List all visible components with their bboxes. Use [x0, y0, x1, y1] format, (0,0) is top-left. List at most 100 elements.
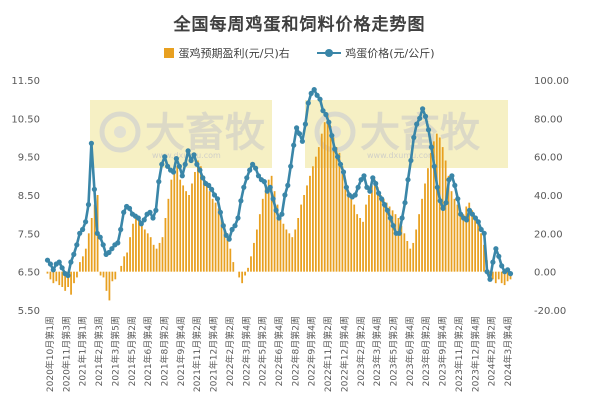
profit-bar — [456, 204, 459, 272]
profit-bar — [179, 179, 182, 272]
profit-bar — [255, 229, 258, 272]
profit-bar — [391, 210, 394, 272]
profit-bar — [503, 271, 506, 286]
profit-bar — [244, 271, 246, 276]
x-tick-label: 2024年2月第2周 — [486, 316, 498, 386]
watermark-url: www.dxumu.com — [367, 151, 436, 160]
profit-bar — [368, 195, 370, 272]
profit-bar — [199, 166, 202, 272]
egg-price-point — [156, 179, 162, 185]
profit-bar — [341, 166, 344, 272]
profit-bar — [394, 214, 397, 272]
profit-bar — [185, 191, 187, 272]
profit-bar — [344, 179, 347, 272]
profit-bar — [435, 133, 438, 272]
profit-bar — [84, 248, 87, 272]
legend-item-profit: 蛋鸡预期盈利(元/只)右 — [164, 45, 290, 61]
profit-bar — [194, 172, 196, 272]
egg-price-point — [188, 157, 194, 164]
watermark-text: 大畜牧 — [145, 110, 266, 156]
egg-price-point — [326, 119, 332, 125]
y-right-tick-label: 60.00 — [534, 153, 563, 164]
profit-bar — [108, 271, 111, 301]
legend: 蛋鸡预期盈利(元/只)右 鸡蛋价格(元/公斤) — [0, 45, 599, 61]
egg-price-point — [294, 125, 300, 131]
x-tick-label: 2023年3月第4周 — [371, 316, 383, 386]
y-right-tick-label: -20.00 — [534, 306, 566, 317]
profit-bar — [465, 206, 468, 272]
egg-price-point — [282, 192, 288, 198]
profit-bar — [126, 252, 128, 272]
egg-price-point — [50, 267, 56, 273]
egg-price-point — [323, 111, 329, 118]
egg-price-point — [317, 96, 323, 102]
egg-price-point — [455, 196, 461, 202]
profit-bar — [300, 204, 303, 272]
egg-price-point — [302, 121, 308, 127]
egg-price-point — [185, 148, 191, 154]
egg-price-point — [97, 234, 103, 240]
egg-price-point — [121, 209, 127, 215]
legend-swatch-line — [317, 48, 342, 58]
profit-bar — [480, 233, 482, 272]
egg-price-point — [437, 198, 443, 204]
profit-bar — [356, 214, 359, 272]
egg-price-point — [337, 161, 344, 167]
egg-price-point — [420, 106, 426, 112]
egg-price-point — [481, 230, 487, 236]
profit-bar — [223, 223, 226, 272]
egg-price-point — [291, 142, 297, 148]
profit-bar — [111, 271, 114, 282]
egg-price-point — [141, 217, 147, 223]
profit-bar — [205, 185, 208, 272]
egg-price-point — [176, 163, 182, 169]
egg-price-point — [311, 87, 317, 93]
egg-price-point — [452, 182, 458, 188]
egg-price-point — [238, 198, 244, 204]
profit-bar — [167, 198, 170, 272]
watermark-logo-dot — [114, 126, 126, 138]
egg-price-point — [469, 211, 475, 217]
profit-bar — [267, 179, 270, 272]
x-tick-label: 2021年11月第2周 — [191, 316, 203, 392]
egg-price-point — [261, 179, 267, 185]
egg-price-point — [305, 100, 311, 106]
profit-bar — [253, 242, 255, 272]
egg-price-point — [373, 180, 379, 187]
egg-price-point — [147, 209, 153, 215]
egg-price-point — [47, 261, 54, 267]
egg-price-point — [396, 230, 402, 236]
egg-price-point — [220, 223, 226, 229]
egg-price-point — [370, 175, 376, 181]
egg-price-point — [65, 272, 71, 279]
profit-bar — [500, 271, 503, 284]
profit-bar — [379, 195, 382, 272]
profit-bar — [477, 223, 479, 272]
profit-bar — [459, 210, 462, 272]
egg-price-point — [422, 113, 429, 119]
egg-price-point — [197, 167, 203, 173]
profit-bar — [140, 223, 143, 272]
egg-price-point — [118, 226, 124, 233]
profit-bar — [170, 179, 173, 272]
profit-bar — [99, 271, 102, 276]
profit-bar — [335, 147, 338, 272]
egg-price-point — [244, 175, 250, 181]
x-tick-label: 2023年9月第4周 — [437, 316, 449, 386]
profit-bar — [432, 141, 435, 272]
profit-bar — [282, 223, 285, 272]
profit-bar — [303, 195, 305, 272]
egg-price-point — [428, 144, 434, 150]
profit-bar — [424, 183, 426, 272]
egg-price-point — [320, 108, 326, 114]
profit-bar — [90, 218, 93, 272]
egg-price-point — [247, 167, 253, 173]
profit-bar — [397, 218, 400, 272]
profit-bar — [176, 166, 179, 272]
y-right-tick-label: 100.00 — [534, 76, 569, 87]
profit-bar — [430, 152, 432, 272]
egg-price-point — [229, 226, 235, 233]
profit-bar — [238, 271, 241, 278]
profit-bar — [211, 198, 214, 272]
profit-bar — [444, 160, 447, 272]
